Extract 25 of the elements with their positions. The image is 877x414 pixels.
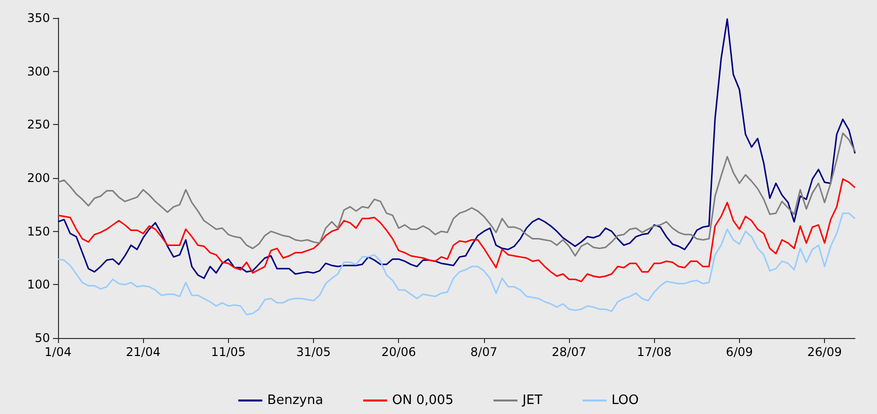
- y-tick-label: 100: [27, 278, 50, 292]
- legend-label: LOO: [611, 393, 639, 408]
- x-tick-label: 21/04: [126, 345, 160, 359]
- y-tick-label: 200: [27, 171, 50, 185]
- x-tick-label: 11/05: [211, 345, 246, 359]
- x-tick-label: 17/08: [636, 345, 672, 359]
- legend-label: Benzyna: [267, 393, 324, 408]
- legend-label: ON 0,005: [392, 393, 454, 408]
- y-tick-label: 250: [27, 118, 50, 132]
- line-series: [57, 212, 856, 316]
- x-tick-label: 1/04: [44, 345, 72, 359]
- y-tick-label: 150: [27, 224, 50, 238]
- x-tick-label: 26/09: [807, 345, 842, 359]
- x-tick-label: 31/05: [296, 345, 331, 359]
- line-series: [57, 132, 856, 257]
- y-tick-label: 50: [34, 331, 50, 345]
- x-tick-label: 8/07: [470, 345, 498, 359]
- line-series: [57, 18, 856, 280]
- y-tick-label: 300: [27, 64, 50, 78]
- legend-label: JET: [521, 393, 543, 408]
- x-tick-label: 28/07: [552, 345, 586, 359]
- x-tick-label: 6/09: [726, 345, 753, 359]
- x-tick-label: 20/06: [381, 345, 416, 359]
- line-series: [57, 178, 856, 282]
- y-tick-label: 350: [27, 11, 50, 25]
